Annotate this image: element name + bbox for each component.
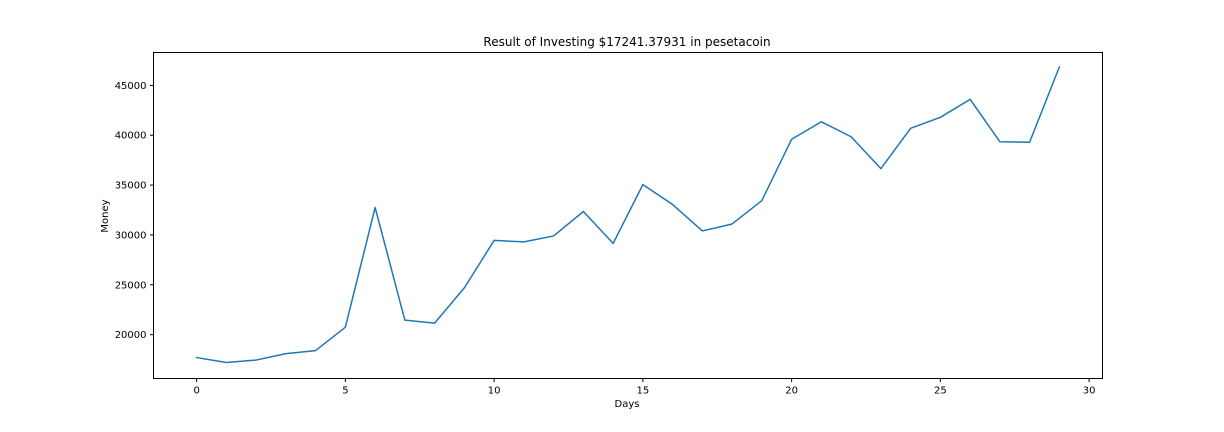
- y-tick-label: 45000: [115, 81, 147, 92]
- chart-title: Result of Investing $17241.37931 in pese…: [483, 35, 770, 49]
- x-tick-label: 20: [785, 386, 798, 397]
- x-tick-label: 0: [193, 386, 199, 397]
- x-tick-label: 30: [1083, 386, 1096, 397]
- x-tick-label: 5: [342, 386, 348, 397]
- y-tick-label: 25000: [115, 280, 147, 291]
- x-tick-label: 15: [637, 386, 650, 397]
- y-tick-label: 40000: [115, 131, 147, 142]
- x-axis-label: Days: [615, 399, 640, 410]
- x-tick-label: 10: [488, 386, 501, 397]
- plot-frame: [153, 52, 1103, 379]
- plot-area: [195, 65, 1061, 364]
- y-tick-label: 30000: [115, 230, 147, 241]
- x-tick-label: 25: [934, 386, 947, 397]
- y-tick-label: 20000: [115, 330, 147, 341]
- y-axis-label: Money: [100, 199, 111, 232]
- x-axis: 0 5 10 15 20 25 30: [193, 378, 1096, 397]
- y-axis: 20000 25000 30000 35000 40000 45000: [115, 81, 154, 341]
- y-tick-label: 35000: [115, 181, 147, 192]
- series-line: [195, 65, 1061, 364]
